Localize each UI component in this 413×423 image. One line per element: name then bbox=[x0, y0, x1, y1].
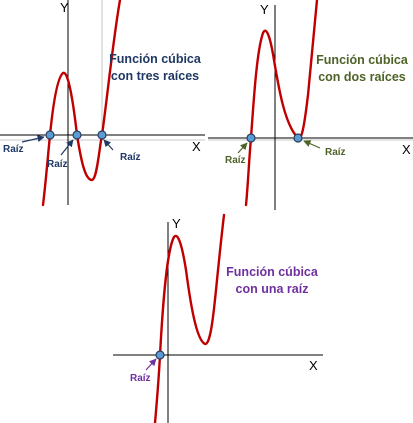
panel-title-line-1: Función cúbica bbox=[109, 52, 202, 66]
panel-title-line-2: con tres raíces bbox=[111, 69, 199, 83]
x-axis-letter: X bbox=[309, 358, 318, 373]
panel-one-root: Y X Función cúbica con una raíz Raíz bbox=[113, 213, 323, 423]
root-point bbox=[293, 133, 303, 143]
root-point bbox=[45, 130, 55, 140]
root-label: Raíz bbox=[325, 147, 346, 158]
x-axis-letter: X bbox=[402, 142, 411, 157]
root-point bbox=[72, 130, 82, 140]
root-arrow bbox=[145, 358, 157, 371]
y-axis-letter: Y bbox=[172, 216, 181, 231]
root-label: Raíz bbox=[120, 152, 141, 163]
root-arrow bbox=[303, 140, 321, 149]
panel-title-line-2: con una raíz bbox=[236, 282, 309, 296]
root-point bbox=[97, 130, 107, 140]
root-label: Raíz bbox=[225, 155, 246, 166]
x-axis-letter: X bbox=[192, 139, 201, 154]
cubic-curve bbox=[153, 213, 226, 423]
root-point bbox=[246, 133, 256, 143]
root-arrow bbox=[103, 139, 114, 151]
y-axis-letter: Y bbox=[60, 0, 69, 15]
y-axis-letter: Y bbox=[260, 2, 269, 17]
panel-title-line-1: Función cúbica bbox=[316, 53, 409, 67]
root-point bbox=[155, 350, 165, 360]
panel-three-roots: Y X Función cúbica con tres raíces Raíz … bbox=[0, 0, 205, 207]
root-label: Raíz bbox=[3, 144, 24, 155]
root-label: Raíz bbox=[47, 159, 68, 170]
panel-title-line-1: Función cúbica bbox=[226, 265, 319, 279]
root-arrow bbox=[237, 142, 248, 154]
root-label: Raíz bbox=[130, 373, 151, 384]
root-arrow bbox=[60, 139, 74, 156]
cubic-curve bbox=[244, 0, 319, 207]
panel-title-line-2: con dos raíces bbox=[318, 70, 406, 84]
root-arrow bbox=[21, 134, 45, 143]
panel-two-roots: Y X Función cúbica con dos raíces Raíz R… bbox=[208, 0, 413, 210]
cubic-curve bbox=[41, 0, 122, 207]
